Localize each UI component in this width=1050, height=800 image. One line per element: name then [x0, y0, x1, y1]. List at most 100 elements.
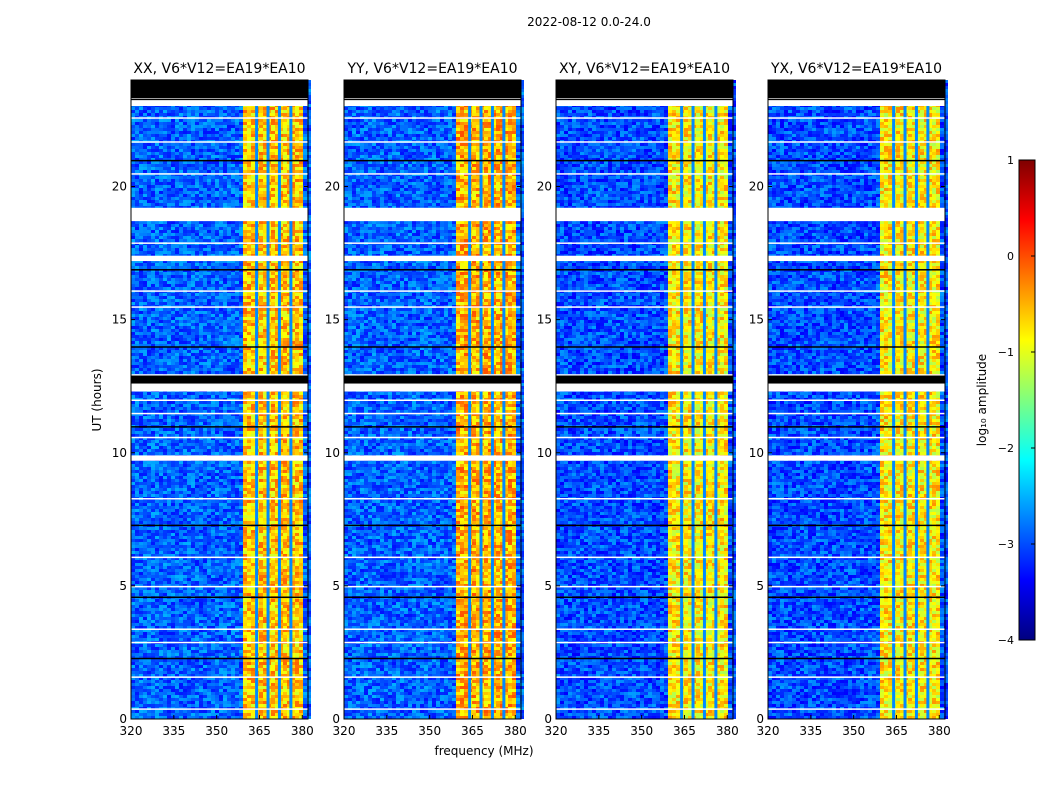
heatmap-cell — [251, 293, 255, 296]
heatmap-cell — [211, 197, 215, 200]
heatmap-cell — [203, 137, 207, 140]
heatmap-cell — [299, 296, 303, 299]
heatmap-cell — [179, 392, 183, 395]
heatmap-cell — [247, 143, 251, 146]
heatmap-cell — [275, 254, 279, 257]
heatmap-cell — [215, 317, 219, 320]
heatmap-cell — [203, 194, 207, 197]
heatmap-cell — [271, 164, 275, 167]
heatmap-cell — [235, 206, 239, 209]
heatmap-cell — [235, 167, 239, 170]
heatmap-cell — [183, 293, 187, 296]
heatmap-cell — [303, 164, 307, 167]
heatmap-cell — [147, 254, 151, 257]
heatmap-cell — [307, 83, 311, 86]
heatmap-cell — [211, 272, 215, 275]
heatmap-cell — [239, 200, 243, 203]
heatmap-cell — [223, 152, 227, 155]
heatmap-cell — [283, 323, 287, 326]
heatmap-cell — [219, 401, 223, 404]
heatmap-cell — [215, 410, 219, 413]
heatmap-cell — [263, 308, 267, 311]
heatmap-cell — [235, 407, 239, 410]
heatmap-cell — [143, 401, 147, 404]
heatmap-cell — [211, 314, 215, 317]
heatmap-cell — [139, 272, 143, 275]
heatmap-cell — [163, 335, 167, 338]
heatmap-cell — [139, 296, 143, 299]
heatmap-cell — [307, 383, 311, 386]
heatmap-cell — [239, 239, 243, 242]
heatmap-cell — [191, 338, 195, 341]
heatmap-cell — [167, 362, 171, 365]
heatmap-cell — [239, 296, 243, 299]
heatmap-cell — [183, 230, 187, 233]
heatmap-cell — [275, 251, 279, 254]
heatmap-cell — [307, 206, 311, 209]
heatmap-cell — [179, 410, 183, 413]
heatmap-cell — [215, 155, 219, 158]
heatmap-cell — [203, 179, 207, 182]
heatmap-cell — [219, 410, 223, 413]
heatmap-cell — [283, 158, 287, 161]
heatmap-cell — [195, 260, 199, 263]
heatmap-cell — [259, 308, 263, 311]
heatmap-cell — [155, 113, 159, 116]
heatmap-cell — [279, 143, 283, 146]
heatmap-cell — [159, 347, 163, 350]
heatmap-cell — [163, 338, 167, 341]
heatmap-cell — [243, 263, 247, 266]
heatmap-cell — [211, 395, 215, 398]
heatmap-cell — [147, 110, 151, 113]
heatmap-cell — [147, 188, 151, 191]
heatmap-cell — [203, 203, 207, 206]
heatmap-cell — [143, 281, 147, 284]
heatmap-cell — [263, 341, 267, 344]
heatmap-cell — [175, 113, 179, 116]
heatmap-cell — [151, 131, 155, 134]
heatmap-cell — [263, 293, 267, 296]
heatmap-cell — [227, 128, 231, 131]
heatmap-cell — [179, 122, 183, 125]
heatmap-cell — [275, 323, 279, 326]
heatmap-cell — [207, 236, 211, 239]
heatmap-cell — [227, 287, 231, 290]
heatmap-cell — [139, 401, 143, 404]
heatmap-cell — [239, 179, 243, 182]
heatmap-cell — [303, 407, 307, 410]
heatmap-cell — [271, 254, 275, 257]
heatmap-cell — [167, 284, 171, 287]
heatmap-cell — [227, 224, 231, 227]
heatmap-cell — [175, 323, 179, 326]
heatmap-cell — [295, 404, 299, 407]
heatmap-cell — [215, 224, 219, 227]
heatmap-cell — [279, 311, 283, 314]
heatmap-cell — [151, 176, 155, 179]
heatmap-cell — [135, 314, 139, 317]
heatmap-cell — [183, 188, 187, 191]
heatmap-cell — [187, 191, 191, 194]
heatmap-cell — [219, 203, 223, 206]
heatmap-cell — [135, 137, 139, 140]
heatmap-cell — [307, 248, 311, 251]
heatmap-cell — [307, 263, 311, 266]
heatmap-cell — [243, 314, 247, 317]
heatmap-cell — [147, 149, 151, 152]
heatmap-cell — [215, 179, 219, 182]
heatmap-cell — [151, 287, 155, 290]
heatmap-cell — [139, 200, 143, 203]
heatmap-cell — [147, 230, 151, 233]
heatmap-cell — [251, 395, 255, 398]
heatmap-cell — [179, 281, 183, 284]
heatmap-cell — [231, 131, 235, 134]
heatmap-cell — [159, 299, 163, 302]
heatmap-cell — [271, 248, 275, 251]
heatmap-cell — [271, 200, 275, 203]
heatmap-cell — [171, 248, 175, 251]
heatmap-cell — [179, 302, 183, 305]
heatmap-cell — [191, 308, 195, 311]
heatmap-cell — [235, 131, 239, 134]
heatmap-cell — [175, 176, 179, 179]
heatmap-cell — [183, 272, 187, 275]
heatmap-cell — [303, 368, 307, 371]
